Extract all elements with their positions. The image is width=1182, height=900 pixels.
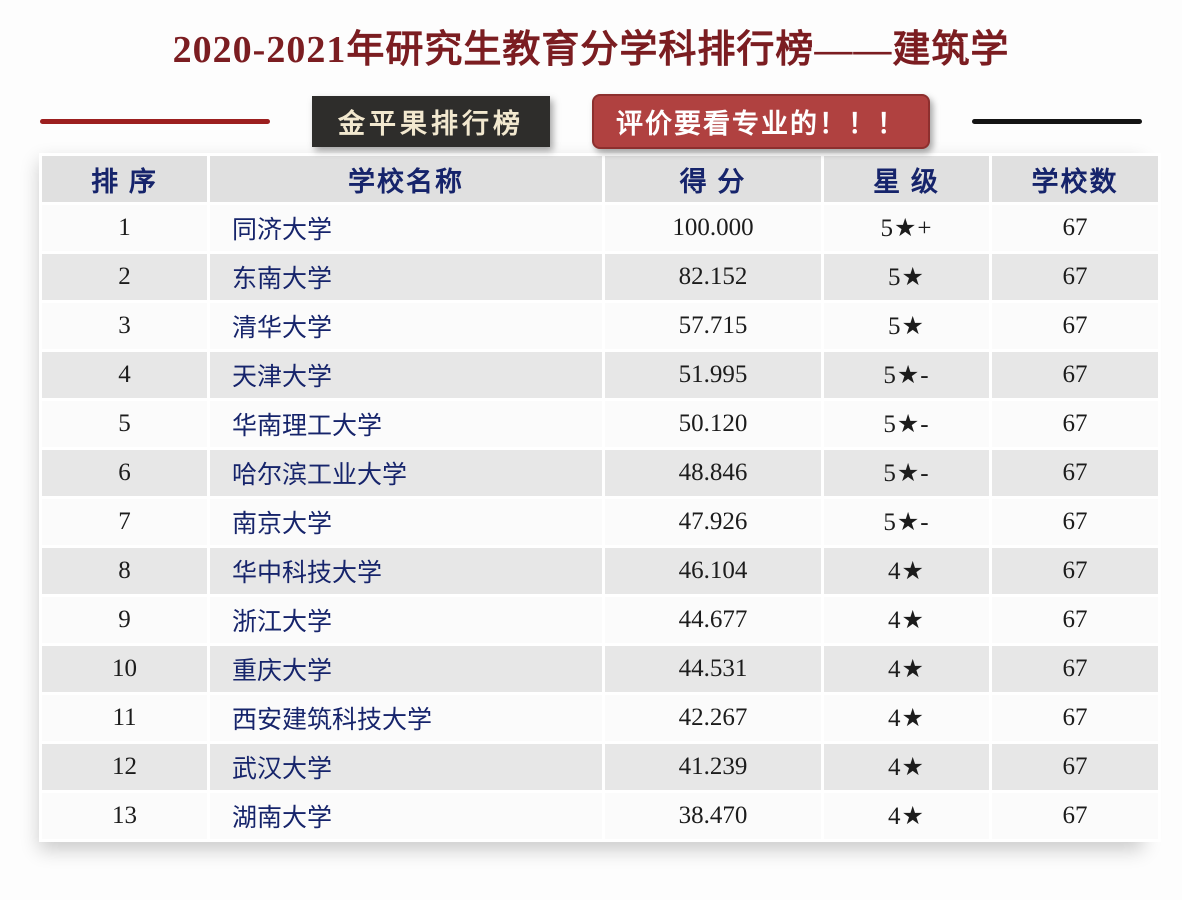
- school-count-cell: 67: [992, 352, 1158, 398]
- score-cell: 42.267: [605, 695, 821, 741]
- star-rating-cell: 5★-: [824, 352, 989, 398]
- school-count-cell: 67: [992, 450, 1158, 496]
- school-name-cell: 天津大学: [210, 352, 602, 398]
- score-cell: 46.104: [605, 548, 821, 594]
- ranking-table-wrapper: 排 序 学校名称 得 分 星 级 学校数 1 同济大学 100.000 5★+ …: [39, 153, 1161, 842]
- table-row: 11 西安建筑科技大学 42.267 4★ 67: [42, 695, 1158, 741]
- star-rating-cell: 4★: [824, 744, 989, 790]
- school-count-cell: 67: [992, 303, 1158, 349]
- header-row: 排 序 学校名称 得 分 星 级 学校数: [42, 156, 1158, 202]
- table-row: 12 武汉大学 41.239 4★ 67: [42, 744, 1158, 790]
- school-name-cell: 东南大学: [210, 254, 602, 300]
- score-cell: 48.846: [605, 450, 821, 496]
- school-count-cell: 67: [992, 548, 1158, 594]
- score-cell: 50.120: [605, 401, 821, 447]
- school-name-cell: 华南理工大学: [210, 401, 602, 447]
- school-name-cell: 西安建筑科技大学: [210, 695, 602, 741]
- star-rating-cell: 4★: [824, 646, 989, 692]
- rank-cell: 6: [42, 450, 207, 496]
- star-rating-cell: 4★: [824, 548, 989, 594]
- ranking-table: 排 序 学校名称 得 分 星 级 学校数 1 同济大学 100.000 5★+ …: [39, 153, 1161, 842]
- ranking-table-body: 1 同济大学 100.000 5★+ 67 2 东南大学 82.152 5★ 6…: [42, 205, 1158, 839]
- school-count-cell: 67: [992, 254, 1158, 300]
- school-name-cell: 同济大学: [210, 205, 602, 251]
- rank-cell: 12: [42, 744, 207, 790]
- rank-cell: 7: [42, 499, 207, 545]
- school-count-cell: 67: [992, 793, 1158, 839]
- rank-cell: 1: [42, 205, 207, 251]
- table-row: 3 清华大学 57.715 5★ 67: [42, 303, 1158, 349]
- column-header-stars: 星 级: [824, 156, 989, 202]
- school-count-cell: 67: [992, 499, 1158, 545]
- table-row: 7 南京大学 47.926 5★- 67: [42, 499, 1158, 545]
- star-rating-cell: 4★: [824, 793, 989, 839]
- decorative-line-left: [40, 118, 270, 124]
- school-name-cell: 重庆大学: [210, 646, 602, 692]
- star-rating-cell: 4★: [824, 695, 989, 741]
- score-cell: 100.000: [605, 205, 821, 251]
- slogan-badge: 评价要看专业的！！！: [592, 93, 930, 149]
- score-cell: 51.995: [605, 352, 821, 398]
- school-count-cell: 67: [992, 401, 1158, 447]
- school-count-cell: 67: [992, 646, 1158, 692]
- table-row: 1 同济大学 100.000 5★+ 67: [42, 205, 1158, 251]
- score-cell: 57.715: [605, 303, 821, 349]
- school-name-cell: 浙江大学: [210, 597, 602, 643]
- star-rating-cell: 5★-: [824, 499, 989, 545]
- school-name-cell: 哈尔滨工业大学: [210, 450, 602, 496]
- star-rating-cell: 5★: [824, 254, 989, 300]
- rank-cell: 11: [42, 695, 207, 741]
- star-rating-cell: 4★: [824, 597, 989, 643]
- score-cell: 44.531: [605, 646, 821, 692]
- score-cell: 44.677: [605, 597, 821, 643]
- rank-cell: 13: [42, 793, 207, 839]
- table-row: 8 华中科技大学 46.104 4★ 67: [42, 548, 1158, 594]
- school-count-cell: 67: [992, 695, 1158, 741]
- rank-cell: 5: [42, 401, 207, 447]
- rank-cell: 9: [42, 597, 207, 643]
- school-name-cell: 清华大学: [210, 303, 602, 349]
- school-name-cell: 南京大学: [210, 499, 602, 545]
- table-row: 4 天津大学 51.995 5★- 67: [42, 352, 1158, 398]
- table-row: 2 东南大学 82.152 5★ 67: [42, 254, 1158, 300]
- table-row: 10 重庆大学 44.531 4★ 67: [42, 646, 1158, 692]
- school-name-cell: 华中科技大学: [210, 548, 602, 594]
- star-rating-cell: 5★-: [824, 401, 989, 447]
- school-name-cell: 武汉大学: [210, 744, 602, 790]
- score-cell: 38.470: [605, 793, 821, 839]
- column-header-school: 学校名称: [210, 156, 602, 202]
- column-header-count: 学校数: [992, 156, 1158, 202]
- table-header: 排 序 学校名称 得 分 星 级 学校数: [42, 156, 1158, 202]
- school-count-cell: 67: [992, 744, 1158, 790]
- score-cell: 82.152: [605, 254, 821, 300]
- table-row: 9 浙江大学 44.677 4★ 67: [42, 597, 1158, 643]
- rank-cell: 8: [42, 548, 207, 594]
- page-title: 2020-2021年研究生教育分学科排行榜——建筑学: [172, 29, 1010, 71]
- decorative-line-right: [972, 118, 1142, 124]
- star-rating-cell: 5★-: [824, 450, 989, 496]
- table-row: 6 哈尔滨工业大学 48.846 5★- 67: [42, 450, 1158, 496]
- school-name-cell: 湖南大学: [210, 793, 602, 839]
- rank-cell: 10: [42, 646, 207, 692]
- school-count-cell: 67: [992, 205, 1158, 251]
- score-cell: 47.926: [605, 499, 821, 545]
- table-row: 13 湖南大学 38.470 4★ 67: [42, 793, 1158, 839]
- column-header-rank: 排 序: [42, 156, 207, 202]
- star-rating-cell: 5★+: [824, 205, 989, 251]
- brand-badge: 金平果排行榜: [312, 95, 550, 147]
- school-count-cell: 67: [992, 597, 1158, 643]
- table-row: 5 华南理工大学 50.120 5★- 67: [42, 401, 1158, 447]
- rank-cell: 2: [42, 254, 207, 300]
- column-header-score: 得 分: [605, 156, 821, 202]
- rank-cell: 3: [42, 303, 207, 349]
- score-cell: 41.239: [605, 744, 821, 790]
- rank-cell: 4: [42, 352, 207, 398]
- star-rating-cell: 5★: [824, 303, 989, 349]
- badge-row: 金平果排行榜 评价要看专业的！！！: [0, 93, 1182, 149]
